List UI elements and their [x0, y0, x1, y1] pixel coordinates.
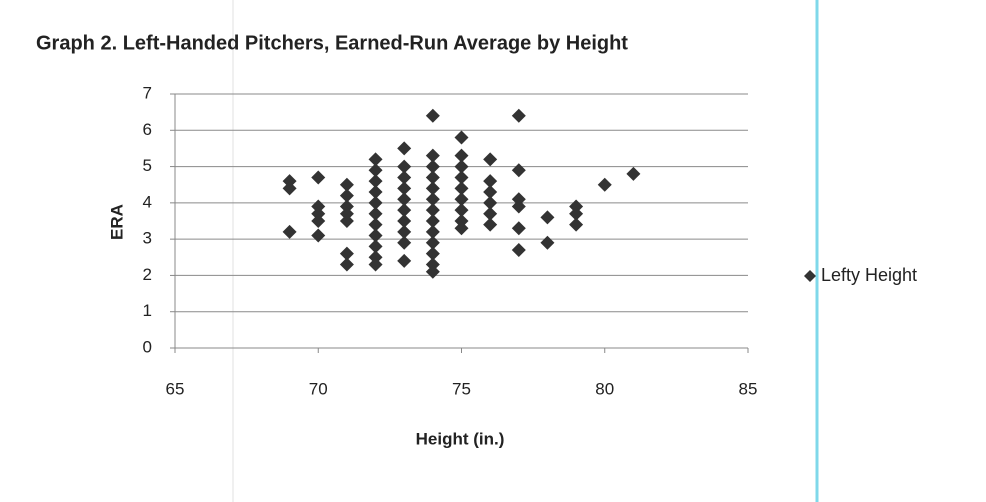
point — [368, 239, 383, 254]
point — [425, 257, 440, 272]
point — [397, 192, 412, 207]
point — [454, 203, 469, 218]
point — [483, 195, 498, 210]
y-tick-label: 4 — [143, 192, 152, 211]
point — [454, 148, 469, 163]
point — [483, 152, 498, 167]
point — [339, 214, 354, 228]
point — [454, 130, 469, 145]
point — [368, 174, 383, 189]
x-tick-label: 65 — [166, 379, 185, 398]
legend-label: Lefty Height — [821, 265, 917, 285]
y-tick-label: 3 — [143, 229, 152, 248]
point — [425, 148, 440, 163]
point — [511, 243, 526, 258]
y-tick-label: 0 — [143, 337, 152, 356]
point — [397, 235, 412, 250]
y-tick-label: 1 — [143, 301, 152, 320]
point — [425, 235, 440, 250]
legend-marker — [804, 270, 816, 282]
x-tick-label: 85 — [739, 379, 758, 398]
point — [397, 203, 412, 218]
point — [425, 108, 440, 123]
point — [339, 246, 354, 261]
x-tick-label: 80 — [595, 379, 614, 398]
point — [282, 181, 297, 196]
point — [368, 217, 383, 232]
point — [368, 184, 383, 199]
point — [454, 192, 469, 207]
point — [483, 206, 498, 221]
y-tick-label: 6 — [143, 120, 152, 139]
point — [454, 170, 469, 185]
point — [454, 221, 469, 236]
point — [368, 152, 383, 167]
x-tick-label: 75 — [452, 379, 471, 398]
point — [339, 199, 354, 214]
point — [397, 214, 412, 228]
point — [454, 159, 469, 174]
point — [425, 170, 440, 185]
point — [368, 250, 383, 265]
point — [569, 217, 584, 232]
point — [311, 206, 326, 221]
point — [339, 188, 354, 203]
point — [368, 257, 383, 272]
point — [425, 264, 440, 279]
chart-title: Graph 2. Left-Handed Pitchers, Earned-Ru… — [36, 32, 628, 54]
point — [368, 228, 383, 243]
point — [597, 177, 612, 192]
point — [483, 174, 498, 189]
point — [282, 224, 297, 239]
x-tick-label: 70 — [309, 379, 328, 398]
point — [454, 214, 469, 228]
point — [282, 174, 297, 189]
point — [397, 159, 412, 174]
point — [339, 206, 354, 221]
point — [397, 181, 412, 196]
point — [311, 170, 326, 185]
point — [511, 108, 526, 123]
point — [311, 228, 326, 243]
y-tick-label: 2 — [143, 265, 152, 284]
point — [339, 257, 354, 272]
point — [397, 253, 412, 268]
y-tick-label: 7 — [143, 83, 152, 102]
y-axis-label: ERA — [107, 204, 126, 240]
point — [540, 235, 555, 250]
point — [483, 217, 498, 232]
point — [569, 199, 584, 214]
x-axis-label: Height (in.) — [416, 429, 505, 448]
point — [511, 163, 526, 178]
point — [397, 170, 412, 185]
point — [569, 206, 584, 221]
point — [425, 246, 440, 261]
point — [368, 163, 383, 178]
point — [626, 166, 641, 181]
point — [368, 195, 383, 210]
point — [339, 177, 354, 192]
point — [425, 192, 440, 207]
point — [425, 214, 440, 228]
point — [425, 181, 440, 196]
point — [311, 199, 326, 214]
point — [425, 159, 440, 174]
point — [397, 141, 412, 156]
point — [511, 192, 526, 207]
point — [511, 199, 526, 214]
point — [311, 214, 326, 228]
point — [425, 224, 440, 239]
point — [511, 221, 526, 236]
point — [483, 184, 498, 199]
point — [397, 224, 412, 239]
point — [425, 203, 440, 218]
point — [368, 206, 383, 221]
y-tick-label: 5 — [143, 156, 152, 175]
point — [540, 210, 555, 225]
point — [454, 181, 469, 196]
